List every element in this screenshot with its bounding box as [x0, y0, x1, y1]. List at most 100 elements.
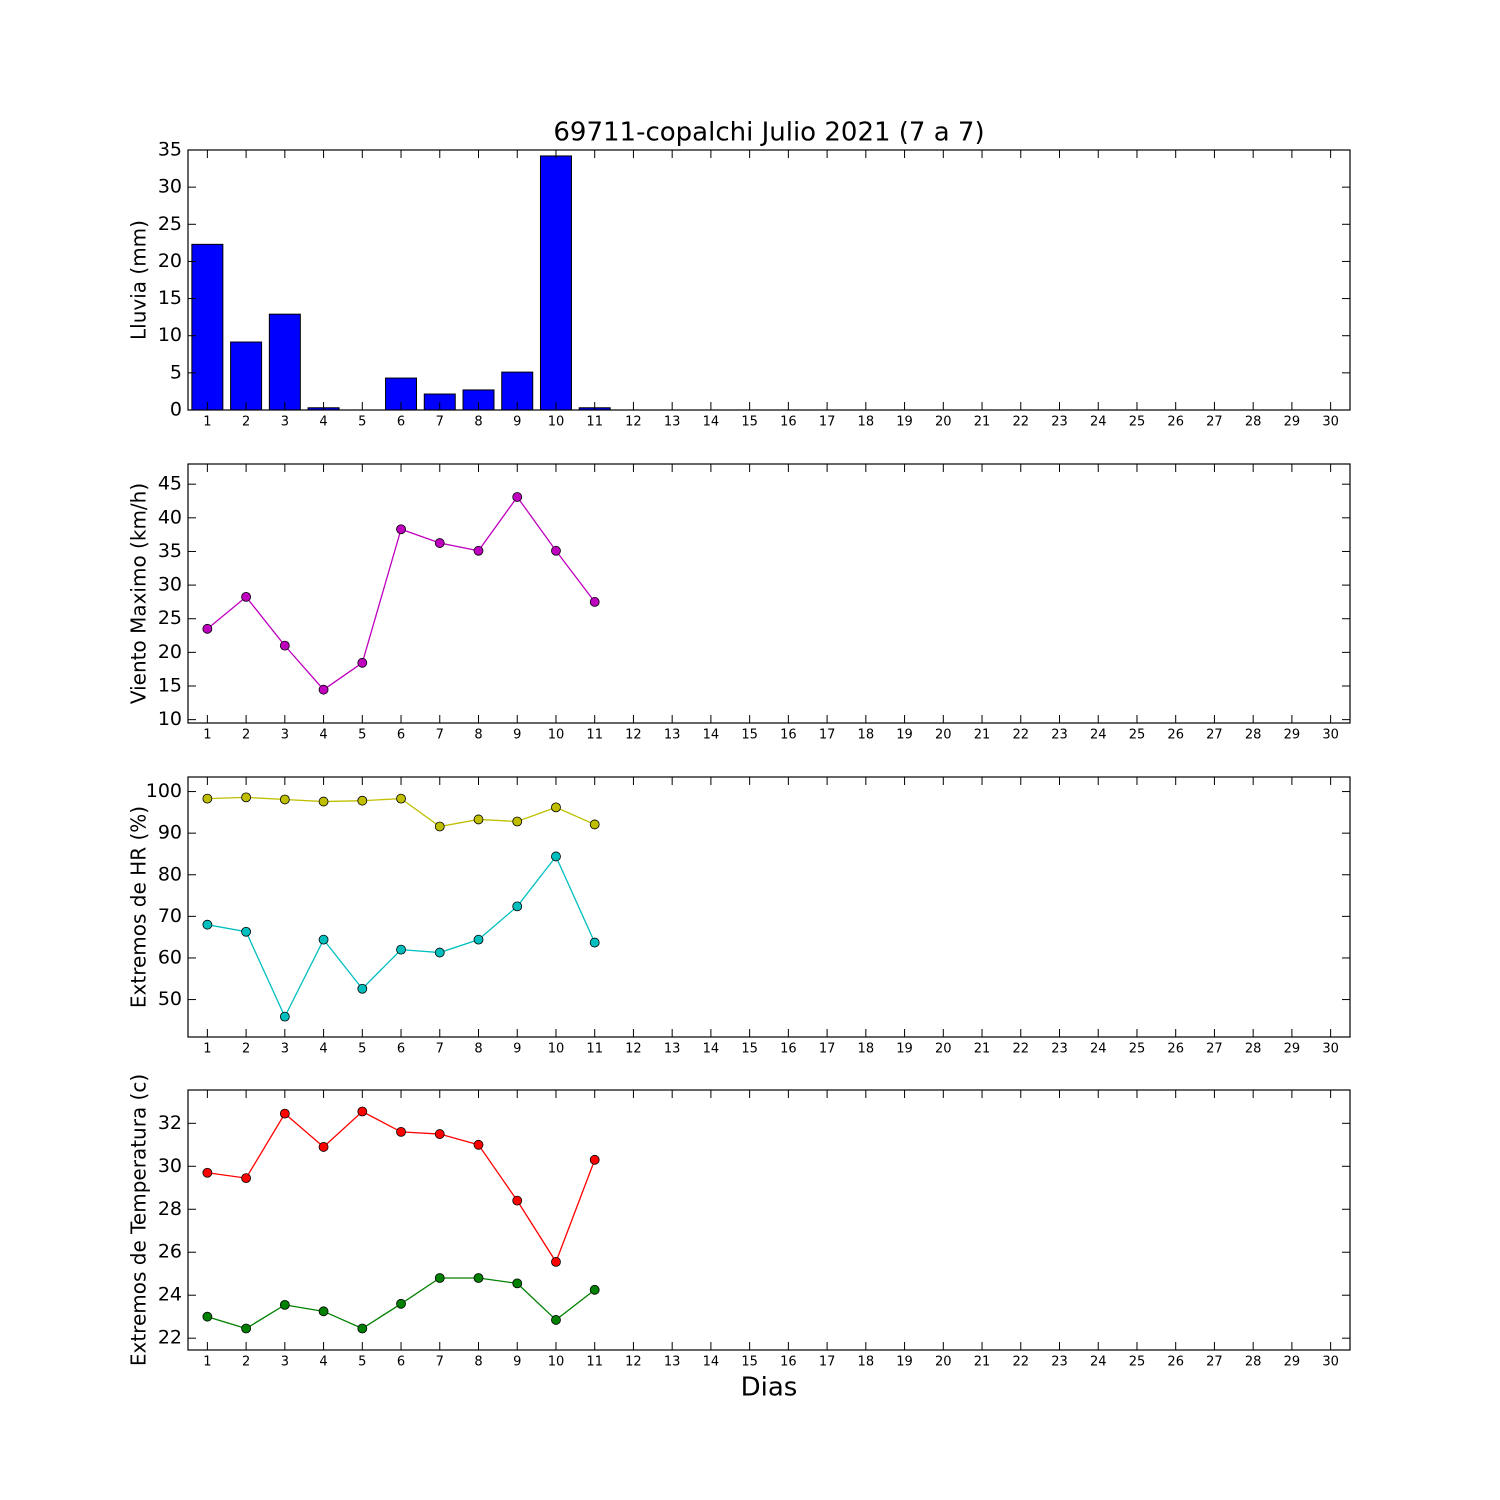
point — [279, 794, 290, 805]
bar — [385, 377, 418, 411]
x-tick-label: 10 — [548, 1042, 565, 1057]
x-tick-label: 10 — [548, 728, 565, 743]
point — [357, 657, 368, 668]
x-tick-label: 17 — [819, 415, 836, 430]
x-tick-label: 23 — [1051, 728, 1068, 743]
x-tick-label: 13 — [664, 1355, 681, 1370]
point — [589, 597, 600, 607]
x-tick-label: 15 — [741, 1042, 758, 1057]
point — [318, 796, 329, 807]
x-tick-label: 18 — [858, 1042, 875, 1057]
x-tick-label: 18 — [858, 415, 875, 430]
chart-title: 69711-copalchi Julio 2021 (7 a 7) — [553, 118, 984, 148]
y-tick-label: 28 — [158, 1198, 182, 1220]
point — [396, 1127, 406, 1137]
x-tick-label: 22 — [1012, 1355, 1029, 1370]
y-tick-label: 30 — [158, 176, 182, 198]
x-tick-label: 6 — [397, 1042, 405, 1057]
x-tick-label: 15 — [741, 415, 758, 430]
x-tick-label: 15 — [741, 1355, 758, 1370]
x-tick-label: 11 — [586, 1042, 603, 1057]
x-tick-label: 21 — [974, 415, 991, 430]
point — [551, 545, 561, 556]
x-tick-label: 7 — [436, 1042, 444, 1057]
point — [202, 919, 213, 930]
y-tick-label: 20 — [158, 641, 182, 663]
y-tick-label: 20 — [158, 250, 182, 272]
point — [241, 792, 252, 803]
point — [357, 1106, 368, 1117]
x-tick-label: 12 — [625, 1355, 642, 1370]
x-tick-label: 28 — [1245, 728, 1262, 743]
x-tick-label: 21 — [974, 1042, 991, 1057]
x-tick-label: 14 — [703, 728, 720, 743]
point — [202, 793, 213, 804]
point — [551, 1315, 561, 1325]
y-tick-label: 70 — [158, 905, 182, 927]
x-tick-label: 28 — [1245, 1355, 1262, 1370]
x-tick-label: 30 — [1322, 728, 1339, 743]
x-tick-label: 3 — [281, 1042, 289, 1057]
point — [473, 545, 484, 556]
y-tick-label: 30 — [158, 574, 182, 596]
y-tick-label: 80 — [158, 863, 182, 885]
point — [473, 1139, 484, 1150]
x-tick-label: 13 — [664, 415, 681, 430]
point — [473, 1273, 484, 1283]
x-tick-label: 8 — [474, 415, 482, 430]
x-tick-label: 3 — [281, 415, 289, 430]
x-tick-label: 11 — [586, 1355, 603, 1370]
point — [589, 1284, 600, 1295]
x-tick-label: 23 — [1051, 1042, 1068, 1057]
x-tick-label: 20 — [935, 1042, 952, 1057]
point — [202, 623, 213, 634]
x-tick-label: 24 — [1090, 1355, 1107, 1370]
point — [202, 1311, 213, 1322]
x-tick-label: 12 — [625, 415, 642, 430]
x-tick-label: 20 — [935, 1355, 952, 1370]
x-tick-label: 7 — [436, 1355, 444, 1370]
point — [357, 1323, 368, 1334]
x-tick-label: 18 — [858, 728, 875, 743]
y-tick-label: 35 — [158, 540, 182, 562]
point — [551, 1257, 561, 1267]
point — [589, 819, 600, 830]
point — [512, 1278, 523, 1289]
x-tick-label: 3 — [281, 728, 289, 743]
x-tick-label: 8 — [474, 1042, 482, 1057]
y-tick-label: 45 — [158, 473, 182, 495]
point — [241, 1323, 252, 1334]
x-tick-label: 19 — [896, 1355, 913, 1370]
x-tick-label: 21 — [974, 728, 991, 743]
point — [434, 538, 445, 548]
x-tick-label: 5 — [358, 1042, 366, 1057]
point — [396, 524, 406, 535]
x-tick-label: 11 — [586, 728, 603, 743]
x-tick-label: 19 — [896, 728, 913, 743]
x-tick-label: 30 — [1322, 1042, 1339, 1057]
x-tick-label: 4 — [319, 1042, 327, 1057]
y-tick-label: 10 — [158, 324, 182, 346]
x-tick-label: 9 — [513, 728, 521, 743]
x-tick-label: 9 — [513, 1042, 521, 1057]
y-tick-label: 90 — [158, 822, 182, 844]
x-tick-label: 15 — [741, 728, 758, 743]
point — [241, 1173, 252, 1183]
y-tick-label: 10 — [158, 708, 182, 730]
y-axis-label: Extremos de HR (%) — [127, 806, 151, 1008]
x-tick-label: 24 — [1090, 415, 1107, 430]
bar — [230, 341, 263, 411]
point — [589, 1154, 600, 1165]
x-tick-label: 4 — [319, 415, 327, 430]
y-axis-label: Extremos de Temperatura (c) — [127, 1074, 151, 1366]
x-tick-label: 24 — [1090, 1042, 1107, 1057]
y-tick-label: 22 — [158, 1327, 182, 1349]
x-tick-label: 16 — [780, 1355, 797, 1370]
x-tick-label: 23 — [1051, 415, 1068, 430]
point — [473, 814, 484, 825]
point — [279, 1299, 290, 1310]
point — [279, 640, 290, 651]
x-tick-label: 2 — [242, 1355, 250, 1370]
x-tick-label: 27 — [1206, 1042, 1223, 1057]
